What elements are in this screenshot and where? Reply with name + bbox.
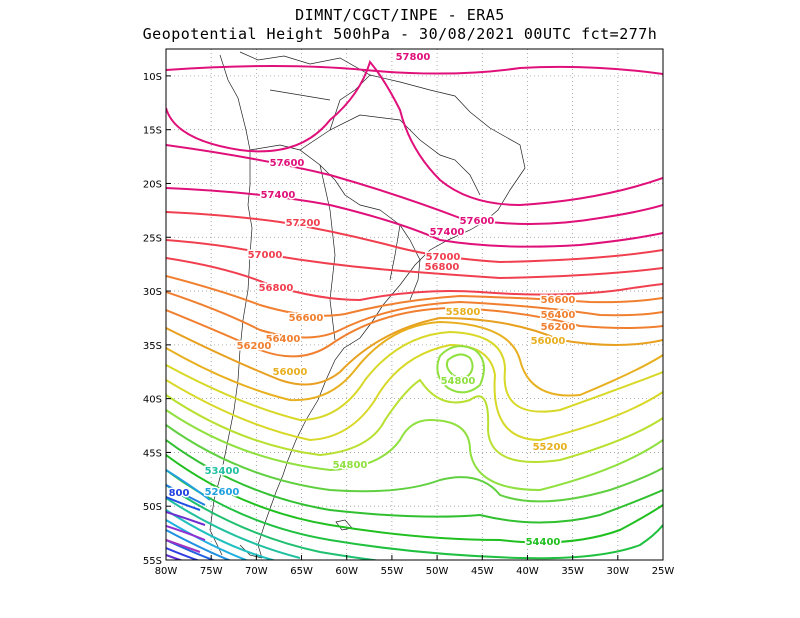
x-tick-label: 40W xyxy=(516,566,539,577)
y-tick-label: 15S xyxy=(143,126,162,137)
contour-54000 xyxy=(166,469,663,560)
contour-53600 xyxy=(166,497,301,559)
contour-label: 56800 xyxy=(425,262,460,273)
contour-label: 56200 xyxy=(541,322,576,333)
contour-label: 56600 xyxy=(289,313,324,324)
contour-label: 57600 xyxy=(460,216,495,227)
x-tick-label: 55W xyxy=(381,566,404,577)
y-tick-label: 50S xyxy=(143,502,162,513)
contour-label: 56800 xyxy=(259,283,294,294)
y-tick-label: 30S xyxy=(143,287,162,298)
contour-54800-low xyxy=(445,353,474,379)
contour-55600 xyxy=(166,330,663,422)
x-tick-label: 35W xyxy=(561,566,584,577)
contour-label: 56000 xyxy=(273,367,308,378)
contour-53000 xyxy=(166,529,232,560)
contour-label: 54400 xyxy=(526,537,561,548)
contour-56000 xyxy=(166,316,663,386)
contour-label: 56400 xyxy=(541,310,576,321)
title-line-2: Geopotential Height 500hPa - 30/08/2021 … xyxy=(142,25,658,43)
contour-cyan-extra2 xyxy=(166,484,206,506)
contour-label: 55800 xyxy=(446,307,481,318)
contour-violet-2 xyxy=(166,525,206,541)
x-tick-label: 45W xyxy=(471,566,494,577)
map-frame xyxy=(165,48,664,561)
y-tick-label: 55S xyxy=(143,556,162,567)
contour-label: 54800 xyxy=(441,376,476,387)
x-tick-label: 80W xyxy=(155,566,178,577)
x-tick-label: 65W xyxy=(290,566,313,577)
contour-55400 xyxy=(166,343,663,442)
contour-label: 52600 xyxy=(205,487,240,498)
contour-label: 56200 xyxy=(237,341,272,352)
contour-cyan-extra3 xyxy=(166,496,201,511)
contour-label: 57400 xyxy=(430,227,465,238)
contour-53400 xyxy=(166,509,277,560)
contour-label: 55200 xyxy=(533,442,568,453)
x-tick-label: 75W xyxy=(200,566,223,577)
x-tick-label: 30W xyxy=(607,566,630,577)
y-tick-label: 20S xyxy=(143,179,162,190)
contour-57600 xyxy=(166,144,663,225)
contour-label: 57600 xyxy=(270,158,305,169)
map-grid xyxy=(166,49,663,560)
contour-56800 xyxy=(166,257,663,302)
contour-label: 57200 xyxy=(286,218,321,229)
contour-53800 xyxy=(166,484,381,560)
contour-label: 56000 xyxy=(531,336,566,347)
contour-57800 xyxy=(166,65,663,75)
y-tick-label: 10S xyxy=(143,72,162,83)
contour-57000 xyxy=(166,239,663,280)
contour-56200 xyxy=(166,306,663,358)
title-line-1: DIMNT/CGCT/INPE - ERA5 xyxy=(295,6,505,24)
x-tick-label: 60W xyxy=(335,566,358,577)
contour-57200 xyxy=(166,211,663,264)
contour-53200 xyxy=(166,519,249,560)
contour-57800-b xyxy=(166,59,663,207)
contour-cyan-extra1 xyxy=(166,469,211,501)
contour-label: 56400 xyxy=(266,334,301,345)
contour-54400 xyxy=(166,439,663,524)
contour-violet-3 xyxy=(166,539,201,553)
x-tick-label: 70W xyxy=(245,566,268,577)
contour-label: 56600 xyxy=(541,295,576,306)
contour-violet-1 xyxy=(166,511,206,526)
contour-55000-low xyxy=(436,345,485,394)
contour-label: 57000 xyxy=(426,252,461,263)
y-tick-label: 35S xyxy=(143,341,162,352)
contour-57400 xyxy=(166,187,663,248)
x-tick-label: 25W xyxy=(652,566,675,577)
x-tick-label: 50W xyxy=(426,566,449,577)
contour-56400 xyxy=(166,291,663,339)
contour-label: 800 xyxy=(169,488,190,499)
contour-52400 xyxy=(166,554,184,560)
contour-54800 xyxy=(166,409,663,492)
contour-lines xyxy=(166,59,663,560)
axis-ticks: 80W 75W 70W 65W 60W 55W 50W 45W 40W 35W 30W 25W 10S 1… xyxy=(143,72,674,577)
contour-56600 xyxy=(166,275,663,317)
y-tick-label: 45S xyxy=(143,448,162,459)
contour-label: 54800 xyxy=(333,460,368,471)
contour-54200 xyxy=(166,454,663,544)
contour-55800 xyxy=(166,320,663,402)
y-tick-label: 40S xyxy=(143,395,162,406)
contour-54600 xyxy=(166,424,663,503)
contour-label: 57400 xyxy=(261,190,296,201)
contour-55200 xyxy=(166,378,663,463)
contour-label: 57800 xyxy=(396,52,431,63)
contour-52600 xyxy=(166,547,200,560)
contour-label: 57000 xyxy=(248,250,283,261)
contour-label: 53400 xyxy=(205,466,240,477)
y-tick-label: 25S xyxy=(143,233,162,244)
